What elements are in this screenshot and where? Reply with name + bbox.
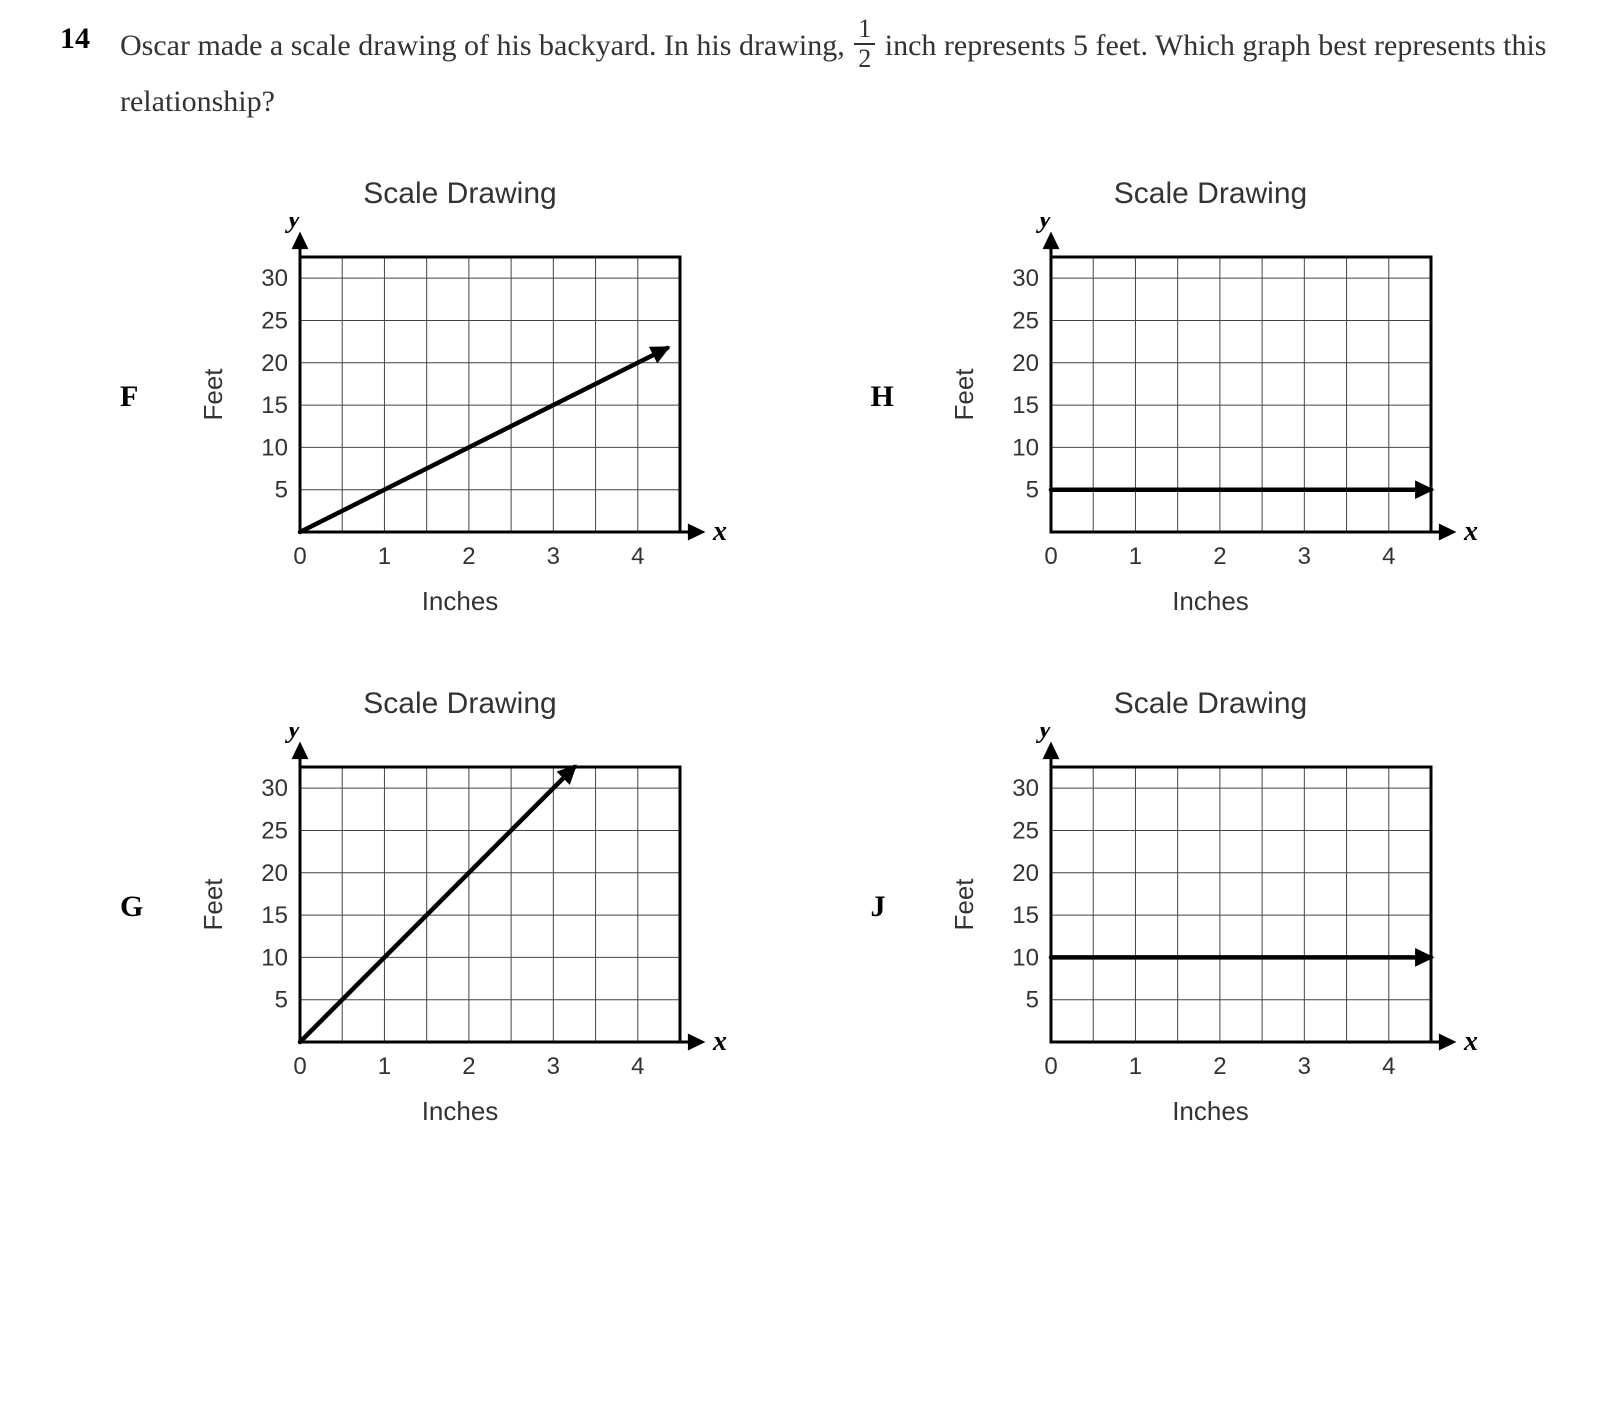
svg-text:25: 25 [1012, 308, 1039, 335]
svg-text:4: 4 [631, 543, 644, 570]
svg-text:1: 1 [378, 1053, 391, 1080]
chart-block: Scale Drawing y x 5 10 15 20 25 30 0 1 2 3 4 Feet Inche… [941, 687, 1481, 1127]
svg-text:30: 30 [261, 775, 288, 802]
choice-label: G [120, 890, 190, 924]
svg-text:3: 3 [547, 1053, 560, 1080]
svg-text:x: x [1463, 1026, 1478, 1057]
svg-text:0: 0 [1044, 1053, 1057, 1080]
choice-label: H [871, 380, 941, 414]
chart-svg: y x 5 10 15 20 25 30 0 1 2 3 4 Feet [941, 217, 1481, 582]
svg-text:4: 4 [1382, 543, 1395, 570]
svg-text:30: 30 [261, 265, 288, 292]
svg-text:15: 15 [1012, 902, 1039, 929]
chart-title: Scale Drawing [1114, 687, 1307, 721]
choice-j: J Scale Drawing y x 5 10 15 20 25 30 0 1 2 3 4 Feet Inch… [871, 687, 1562, 1127]
svg-text:25: 25 [261, 818, 288, 845]
svg-text:0: 0 [293, 543, 306, 570]
chart-title: Scale Drawing [363, 177, 556, 211]
chart-title: Scale Drawing [1114, 177, 1307, 211]
svg-text:30: 30 [1012, 265, 1039, 292]
svg-text:10: 10 [1012, 434, 1039, 461]
svg-text:y: y [1035, 217, 1051, 234]
svg-text:3: 3 [1297, 543, 1310, 570]
choice-label: J [871, 890, 941, 924]
svg-text:10: 10 [1012, 944, 1039, 971]
svg-text:25: 25 [261, 308, 288, 335]
fraction-denominator: 2 [854, 45, 875, 72]
svg-text:15: 15 [1012, 392, 1039, 419]
chart-title: Scale Drawing [363, 687, 556, 721]
svg-text:5: 5 [1025, 477, 1038, 504]
svg-text:x: x [712, 1026, 727, 1057]
chart-block: Scale Drawing y x 5 10 15 20 25 30 0 1 2 3 4 Feet Inche… [190, 687, 730, 1127]
svg-text:0: 0 [1044, 543, 1057, 570]
svg-text:20: 20 [1012, 860, 1039, 887]
svg-text:20: 20 [261, 860, 288, 887]
choice-g: G Scale Drawing y x 5 10 15 20 25 30 0 1 2 3 4 Feet Inch… [120, 687, 811, 1127]
svg-text:20: 20 [1012, 350, 1039, 377]
svg-text:30: 30 [1012, 775, 1039, 802]
svg-text:y: y [1035, 727, 1051, 744]
svg-text:5: 5 [275, 477, 288, 504]
question-text-before: Oscar made a scale drawing of his backya… [120, 29, 852, 62]
svg-text:4: 4 [1382, 1053, 1395, 1080]
svg-text:3: 3 [1297, 1053, 1310, 1080]
choice-label: F [120, 380, 190, 414]
svg-text:2: 2 [462, 543, 475, 570]
chart-svg: y x 5 10 15 20 25 30 0 1 2 3 4 Feet [941, 727, 1481, 1092]
fraction: 12 [854, 16, 875, 72]
fraction-numerator: 1 [854, 16, 875, 45]
choice-f: F Scale Drawing y x 5 10 15 20 25 30 0 1 2 3 4 Feet Inch… [120, 177, 811, 617]
chart-block: Scale Drawing y x 5 10 15 20 25 30 0 1 2 3 4 Feet Inche… [941, 177, 1481, 617]
question-text: Oscar made a scale drawing of his backya… [120, 20, 1561, 127]
svg-text:4: 4 [631, 1053, 644, 1080]
svg-text:y: y [285, 727, 301, 744]
svg-text:5: 5 [1025, 987, 1038, 1014]
svg-text:20: 20 [261, 350, 288, 377]
svg-text:25: 25 [1012, 818, 1039, 845]
chart-xlabel: Inches [1172, 586, 1249, 617]
choices-grid: FScale Drawingyx5101520253001234FeetInch… [60, 177, 1561, 1127]
svg-text:10: 10 [261, 434, 288, 461]
svg-text:Feet: Feet [949, 878, 979, 931]
chart-block: Scale Drawing y x 5 10 15 20 25 30 0 1 2 3 4 Feet Inche… [190, 177, 730, 617]
svg-text:2: 2 [1213, 1053, 1226, 1080]
page: 14 Oscar made a scale drawing of his bac… [0, 0, 1621, 1187]
svg-text:x: x [712, 516, 727, 547]
svg-text:3: 3 [547, 543, 560, 570]
svg-text:15: 15 [261, 392, 288, 419]
svg-text:y: y [285, 217, 301, 234]
chart-xlabel: Inches [1172, 1096, 1249, 1127]
svg-text:15: 15 [261, 902, 288, 929]
svg-text:Feet: Feet [949, 368, 979, 421]
chart-svg: y x 5 10 15 20 25 30 0 1 2 3 4 Feet [190, 217, 730, 582]
svg-text:2: 2 [1213, 543, 1226, 570]
svg-text:x: x [1463, 516, 1478, 547]
svg-text:Feet: Feet [198, 368, 228, 421]
svg-text:Feet: Feet [198, 878, 228, 931]
question-row: 14 Oscar made a scale drawing of his bac… [60, 20, 1561, 127]
svg-text:1: 1 [1128, 543, 1141, 570]
question-number: 14 [60, 20, 120, 56]
chart-xlabel: Inches [422, 586, 499, 617]
chart-xlabel: Inches [422, 1096, 499, 1127]
svg-text:1: 1 [378, 543, 391, 570]
svg-text:5: 5 [275, 987, 288, 1014]
chart-svg: y x 5 10 15 20 25 30 0 1 2 3 4 Feet [190, 727, 730, 1092]
svg-text:1: 1 [1128, 1053, 1141, 1080]
svg-text:10: 10 [261, 944, 288, 971]
svg-text:0: 0 [293, 1053, 306, 1080]
svg-text:2: 2 [462, 1053, 475, 1080]
choice-h: H Scale Drawing y x 5 10 15 20 25 30 0 1 2 3 4 Feet Inch… [871, 177, 1562, 617]
